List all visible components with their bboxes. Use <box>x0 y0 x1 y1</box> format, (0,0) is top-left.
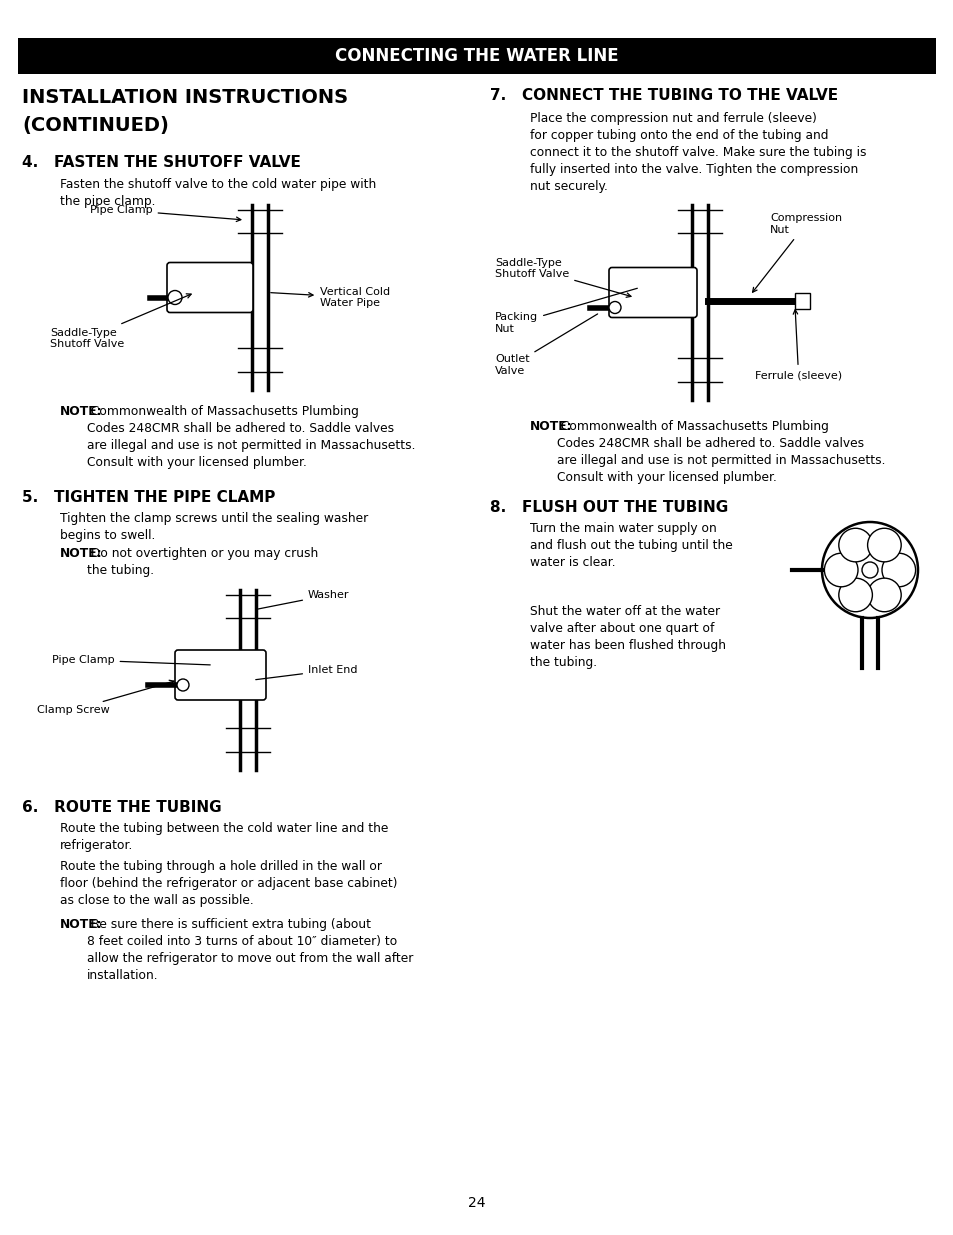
Circle shape <box>168 290 182 305</box>
Bar <box>18 38 935 74</box>
Circle shape <box>821 522 917 618</box>
Text: 4.   FASTEN THE SHUTOFF VALVE: 4. FASTEN THE SHUTOFF VALVE <box>22 156 300 170</box>
Text: Shut the water off at the water
valve after about one quart of
water has been fl: Shut the water off at the water valve af… <box>530 605 725 669</box>
Text: Compression
Nut: Compression Nut <box>752 212 841 293</box>
Text: Washer: Washer <box>255 590 349 609</box>
Text: NOTE:: NOTE: <box>60 918 103 931</box>
FancyBboxPatch shape <box>174 650 266 700</box>
Text: Vertical Cold
Water Pipe: Vertical Cold Water Pipe <box>271 287 390 309</box>
Text: Turn the main water supply on
and flush out the tubing until the
water is clear.: Turn the main water supply on and flush … <box>530 522 732 569</box>
Circle shape <box>862 562 877 578</box>
Text: Commonwealth of Massachusetts Plumbing
Codes 248CMR shall be adhered to. Saddle : Commonwealth of Massachusetts Plumbing C… <box>87 405 416 469</box>
Circle shape <box>838 529 871 562</box>
Text: Be sure there is sufficient extra tubing (about
8 feet coiled into 3 turns of ab: Be sure there is sufficient extra tubing… <box>87 918 414 982</box>
Text: 7.   CONNECT THE TUBING TO THE VALVE: 7. CONNECT THE TUBING TO THE VALVE <box>490 88 838 103</box>
Text: Saddle-Type
Shutoff Valve: Saddle-Type Shutoff Valve <box>50 294 191 350</box>
Circle shape <box>177 679 189 692</box>
Text: Fasten the shutoff valve to the cold water pipe with
the pipe clamp.: Fasten the shutoff valve to the cold wat… <box>60 178 375 207</box>
Text: Place the compression nut and ferrule (sleeve)
for copper tubing onto the end of: Place the compression nut and ferrule (s… <box>530 112 865 193</box>
Text: Clamp Screw: Clamp Screw <box>37 680 173 715</box>
Text: 5.   TIGHTEN THE PIPE CLAMP: 5. TIGHTEN THE PIPE CLAMP <box>22 490 275 505</box>
Text: 24: 24 <box>468 1195 485 1210</box>
Circle shape <box>823 553 857 587</box>
FancyBboxPatch shape <box>608 268 697 317</box>
FancyBboxPatch shape <box>167 263 253 312</box>
Text: INSTALLATION INSTRUCTIONS: INSTALLATION INSTRUCTIONS <box>22 88 348 107</box>
Text: Ferrule (sleeve): Ferrule (sleeve) <box>754 310 841 380</box>
Circle shape <box>838 578 871 611</box>
Text: 8.   FLUSH OUT THE TUBING: 8. FLUSH OUT THE TUBING <box>490 500 727 515</box>
Text: Route the tubing through a hole drilled in the wall or
floor (behind the refrige: Route the tubing through a hole drilled … <box>60 860 397 906</box>
Text: NOTE:: NOTE: <box>60 547 103 559</box>
Text: NOTE:: NOTE: <box>60 405 103 417</box>
Text: Saddle-Type
Shutoff Valve: Saddle-Type Shutoff Valve <box>495 258 630 298</box>
Circle shape <box>882 553 915 587</box>
Text: Pipe Clamp: Pipe Clamp <box>52 655 210 664</box>
Text: NOTE:: NOTE: <box>530 420 572 433</box>
Bar <box>794 293 809 309</box>
Circle shape <box>866 529 901 562</box>
Text: Outlet
Valve: Outlet Valve <box>495 314 597 377</box>
Text: 6.   ROUTE THE TUBING: 6. ROUTE THE TUBING <box>22 800 221 815</box>
Text: Tighten the clamp screws until the sealing washer
begins to swell.: Tighten the clamp screws until the seali… <box>60 513 368 542</box>
Text: Do not overtighten or you may crush
the tubing.: Do not overtighten or you may crush the … <box>87 547 318 577</box>
Text: Packing
Nut: Packing Nut <box>495 288 637 335</box>
Text: Route the tubing between the cold water line and the
refrigerator.: Route the tubing between the cold water … <box>60 823 388 852</box>
Text: (CONTINUED): (CONTINUED) <box>22 116 169 135</box>
Text: Inlet End: Inlet End <box>255 664 357 679</box>
Circle shape <box>866 578 901 611</box>
Text: Commonwealth of Massachusetts Plumbing
Codes 248CMR shall be adhered to. Saddle : Commonwealth of Massachusetts Plumbing C… <box>557 420 884 484</box>
Text: CONNECTING THE WATER LINE: CONNECTING THE WATER LINE <box>335 47 618 65</box>
Circle shape <box>608 301 620 314</box>
Text: Pipe Clamp: Pipe Clamp <box>90 205 240 221</box>
